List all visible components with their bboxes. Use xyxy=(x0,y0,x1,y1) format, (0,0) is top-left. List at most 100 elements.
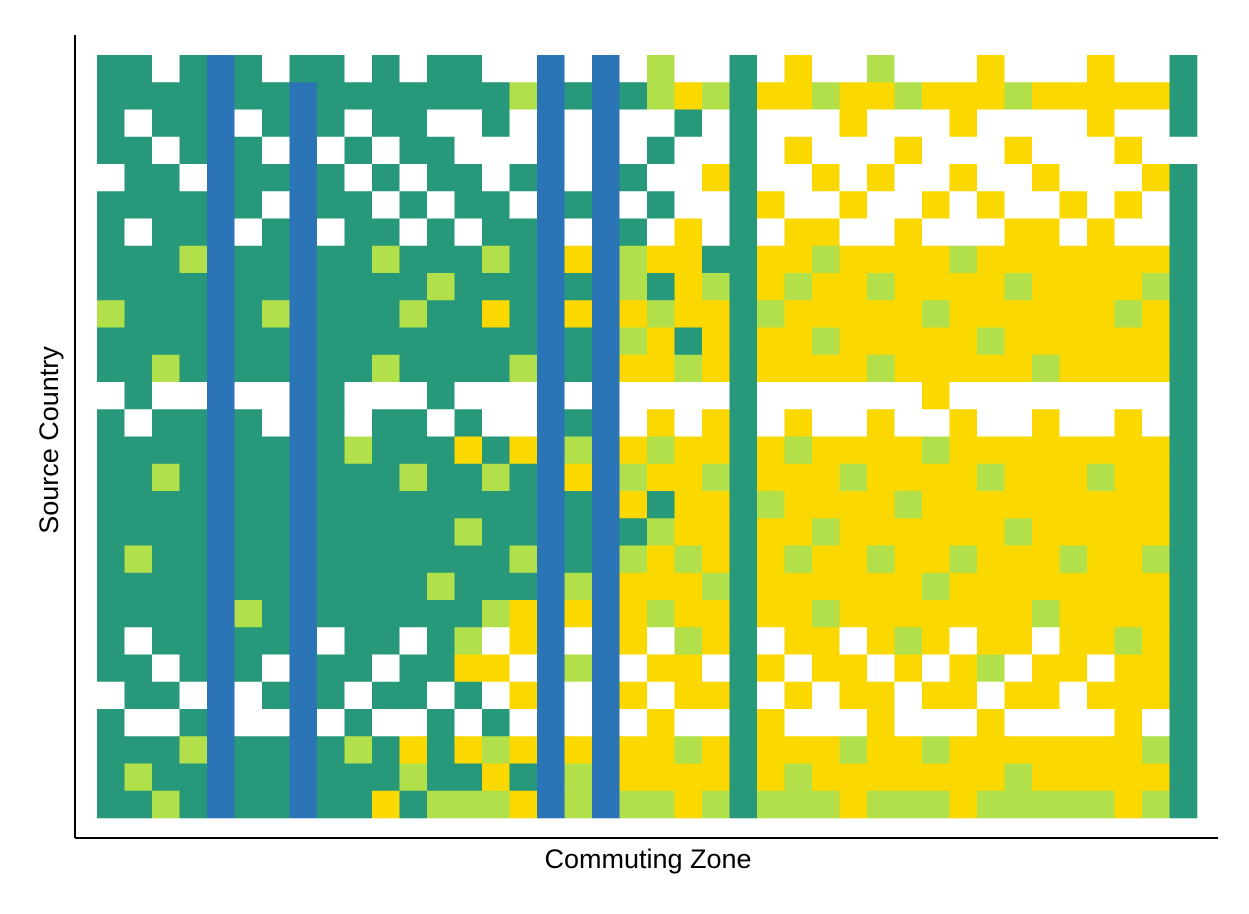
heatmap-cell xyxy=(757,736,785,764)
heatmap-cell xyxy=(647,245,675,274)
heatmap-cell xyxy=(702,600,730,628)
heatmap-cell xyxy=(729,600,758,628)
heatmap-cell xyxy=(124,681,153,710)
heatmap-cell xyxy=(839,763,868,792)
heatmap-cell xyxy=(757,218,785,247)
heatmap-cell xyxy=(427,245,455,274)
heatmap-cell xyxy=(482,273,510,301)
heatmap-cell xyxy=(207,545,235,574)
heatmap-cell xyxy=(757,545,785,574)
heatmap-cell xyxy=(647,463,675,492)
heatmap-cell xyxy=(647,572,675,601)
heatmap-cell xyxy=(784,709,813,737)
heatmap-cell xyxy=(124,518,153,546)
heatmap-cell xyxy=(1004,763,1033,792)
heatmap-cell xyxy=(564,600,593,628)
heatmap-cell xyxy=(1004,245,1033,274)
heatmap-cell xyxy=(1169,681,1198,710)
heatmap-cell xyxy=(867,572,895,601)
heatmap-cell xyxy=(124,245,153,274)
heatmap-cell xyxy=(729,736,758,764)
heatmap-cell xyxy=(1114,354,1143,383)
heatmap-cell xyxy=(977,627,1005,655)
heatmap-cell xyxy=(922,654,950,683)
heatmap-cell xyxy=(262,218,290,247)
heatmap-cell xyxy=(234,82,263,110)
heatmap-cell xyxy=(619,518,648,546)
heatmap-cell xyxy=(949,82,978,110)
heatmap-cell xyxy=(1114,164,1143,192)
heatmap-cell xyxy=(372,627,400,655)
heatmap-cell xyxy=(949,327,978,356)
heatmap-cell xyxy=(1004,627,1033,655)
heatmap-cell xyxy=(509,600,538,628)
heatmap-cell xyxy=(344,763,373,792)
heatmap-cell xyxy=(344,600,373,628)
heatmap-cell xyxy=(1114,273,1143,301)
heatmap-cell xyxy=(152,627,180,655)
heatmap-cell xyxy=(674,109,703,138)
heatmap-cell xyxy=(867,382,895,410)
heatmap-cell xyxy=(674,82,703,110)
heatmap-cell xyxy=(262,436,290,465)
heatmap-cell xyxy=(372,327,400,356)
heatmap-cell xyxy=(152,327,180,356)
heatmap-cell xyxy=(1032,273,1060,301)
heatmap-cell xyxy=(1032,709,1060,737)
heatmap-cell xyxy=(702,654,730,683)
heatmap-cell xyxy=(344,736,373,764)
heatmap-cell xyxy=(399,572,428,601)
heatmap-cell xyxy=(867,191,895,219)
heatmap-cell xyxy=(592,109,620,138)
heatmap-cell xyxy=(317,600,345,628)
heatmap-cell xyxy=(1142,681,1170,710)
heatmap-cell xyxy=(344,382,373,410)
heatmap-cell xyxy=(1114,654,1143,683)
heatmap-cell xyxy=(399,409,428,437)
heatmap-cell xyxy=(977,518,1005,546)
heatmap-cell xyxy=(674,600,703,628)
heatmap-cell xyxy=(454,164,483,192)
heatmap-cell xyxy=(867,627,895,655)
heatmap-cell xyxy=(262,300,290,328)
heatmap-cell xyxy=(509,681,538,710)
heatmap-cell xyxy=(812,109,840,138)
heatmap-cell xyxy=(812,354,840,383)
heatmap-cell xyxy=(702,572,730,601)
heatmap-cell xyxy=(97,709,125,737)
heatmap-cell xyxy=(674,545,703,574)
heatmap-cell xyxy=(399,736,428,764)
heatmap-cell xyxy=(867,218,895,247)
heatmap-cell xyxy=(1032,191,1060,219)
heatmap-cell xyxy=(1087,136,1115,165)
heatmap-cell xyxy=(619,600,648,628)
heatmap-cell xyxy=(949,218,978,247)
heatmap-cell xyxy=(977,273,1005,301)
heatmap-cell xyxy=(784,409,813,437)
heatmap-cell xyxy=(537,327,565,356)
heatmap-cell xyxy=(152,300,180,328)
heatmap-cell xyxy=(619,245,648,274)
heatmap-cell xyxy=(1142,382,1170,410)
heatmap-cell xyxy=(399,491,428,519)
heatmap-cell xyxy=(1059,572,1088,601)
heatmap-cell xyxy=(152,82,180,110)
heatmap-cell xyxy=(922,736,950,764)
heatmap-cell xyxy=(1169,436,1198,465)
heatmap-cell xyxy=(922,709,950,737)
heatmap-cell xyxy=(537,518,565,546)
heatmap-cell xyxy=(1114,463,1143,492)
heatmap-cell xyxy=(97,763,125,792)
heatmap-cell xyxy=(1059,763,1088,792)
heatmap-cell xyxy=(1059,518,1088,546)
heatmap-cell xyxy=(152,463,180,492)
heatmap-cell xyxy=(427,218,455,247)
heatmap-cell xyxy=(207,109,235,138)
heatmap-cell xyxy=(1032,55,1060,83)
heatmap-cell xyxy=(454,245,483,274)
heatmap-cell xyxy=(97,82,125,110)
heatmap-cell xyxy=(124,191,153,219)
heatmap-cell xyxy=(619,763,648,792)
heatmap-cell xyxy=(757,327,785,356)
heatmap-cell xyxy=(482,600,510,628)
